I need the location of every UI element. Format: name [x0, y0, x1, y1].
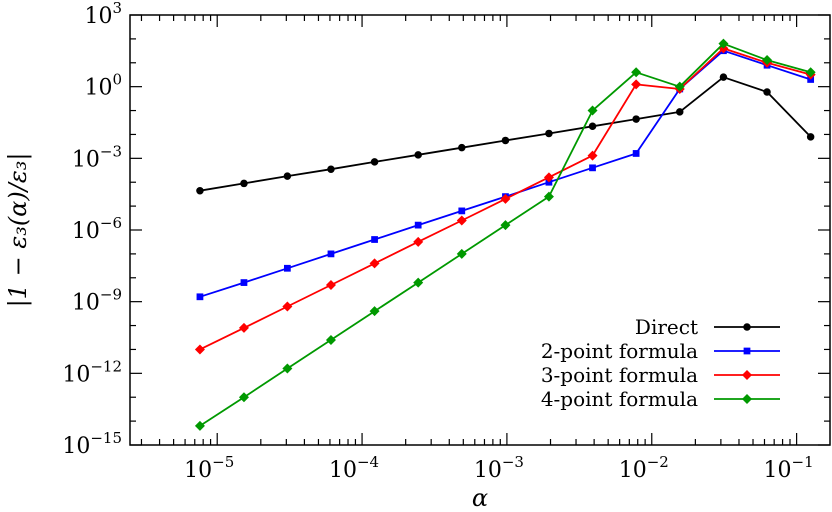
- plot-area: [194, 38, 816, 431]
- data-point: [327, 250, 335, 258]
- data-point: [805, 67, 816, 78]
- data-point: [543, 172, 554, 183]
- data-point: [587, 150, 598, 161]
- y-tick-label: 10−15: [62, 429, 122, 459]
- data-point: [458, 207, 466, 215]
- data-point: [325, 279, 336, 290]
- data-point: [283, 172, 292, 180]
- data-point: [414, 151, 422, 159]
- data-point: [456, 248, 467, 259]
- data-point: [325, 334, 336, 345]
- data-point: [632, 150, 640, 157]
- legend-label: 4-point formula: [541, 387, 698, 411]
- data-point: [500, 193, 511, 204]
- data-point: [501, 136, 510, 145]
- data-point: [283, 264, 291, 272]
- legend-label: Direct: [635, 315, 698, 339]
- data-point: [762, 55, 773, 66]
- legend-marker: [743, 347, 751, 355]
- data-point: [545, 129, 553, 138]
- data-point: [194, 344, 205, 355]
- data-point: [414, 221, 422, 229]
- data-point: [458, 143, 466, 152]
- y-tick-label: 103: [84, 0, 122, 29]
- x-tick-label: 10−2: [619, 453, 669, 483]
- series-2: [194, 43, 816, 355]
- data-point: [719, 73, 728, 81]
- x-tick-label: 10−5: [184, 453, 234, 483]
- series-3: [194, 38, 816, 431]
- data-point: [240, 179, 248, 188]
- x-tick-label: 10−1: [764, 453, 814, 483]
- y-tick-label: 10−9: [72, 286, 122, 316]
- y-tick-label: 10−6: [72, 214, 122, 244]
- data-point: [632, 115, 640, 123]
- data-point: [806, 133, 815, 141]
- legend-label: 2-point formula: [541, 339, 698, 363]
- legend-label: 3-point formula: [541, 363, 698, 387]
- data-point: [238, 392, 249, 403]
- series-line: [199, 76, 812, 192]
- data-point: [194, 420, 205, 431]
- data-point: [543, 191, 554, 202]
- data-point: [371, 236, 378, 243]
- y-tick-label: 100: [84, 71, 122, 101]
- data-point: [413, 277, 424, 288]
- series-line: [199, 49, 811, 298]
- x-tick-label: 10−4: [329, 453, 379, 483]
- data-point: [588, 122, 597, 131]
- data-point: [589, 164, 596, 172]
- data-point: [327, 165, 335, 173]
- x-axis-label: α: [472, 484, 488, 512]
- data-point: [282, 301, 293, 312]
- data-point: [631, 67, 642, 78]
- series-0: [196, 73, 815, 195]
- data-point: [282, 363, 293, 374]
- data-point: [763, 88, 771, 96]
- y-tick-label: 10−3: [72, 142, 122, 172]
- data-point: [413, 236, 424, 247]
- data-point: [674, 81, 685, 92]
- data-point: [196, 293, 204, 301]
- data-point: [456, 215, 467, 226]
- data-point: [238, 322, 249, 333]
- y-axis-label: |1 − ε₃(α)/ε₃|: [4, 153, 33, 308]
- data-point: [500, 220, 511, 231]
- data-point: [587, 105, 598, 116]
- data-point: [675, 108, 684, 116]
- y-axis: 10−15 10−12 10−9 10−6 10−3 100 103: [62, 0, 830, 459]
- y-tick-label: 10−12: [62, 357, 122, 387]
- data-point: [196, 186, 204, 195]
- data-point: [370, 158, 379, 166]
- data-point: [369, 258, 380, 269]
- legend-marker: [742, 370, 752, 380]
- data-point: [718, 38, 729, 49]
- data-point: [369, 306, 380, 317]
- x-axis: 10−5 10−4 10−3 10−2 10−1: [140, 15, 814, 483]
- legend-marker: [743, 323, 751, 331]
- data-point: [631, 79, 642, 90]
- legend-marker: [742, 394, 752, 404]
- x-tick-label: 10−3: [474, 453, 524, 483]
- data-point: [240, 279, 248, 286]
